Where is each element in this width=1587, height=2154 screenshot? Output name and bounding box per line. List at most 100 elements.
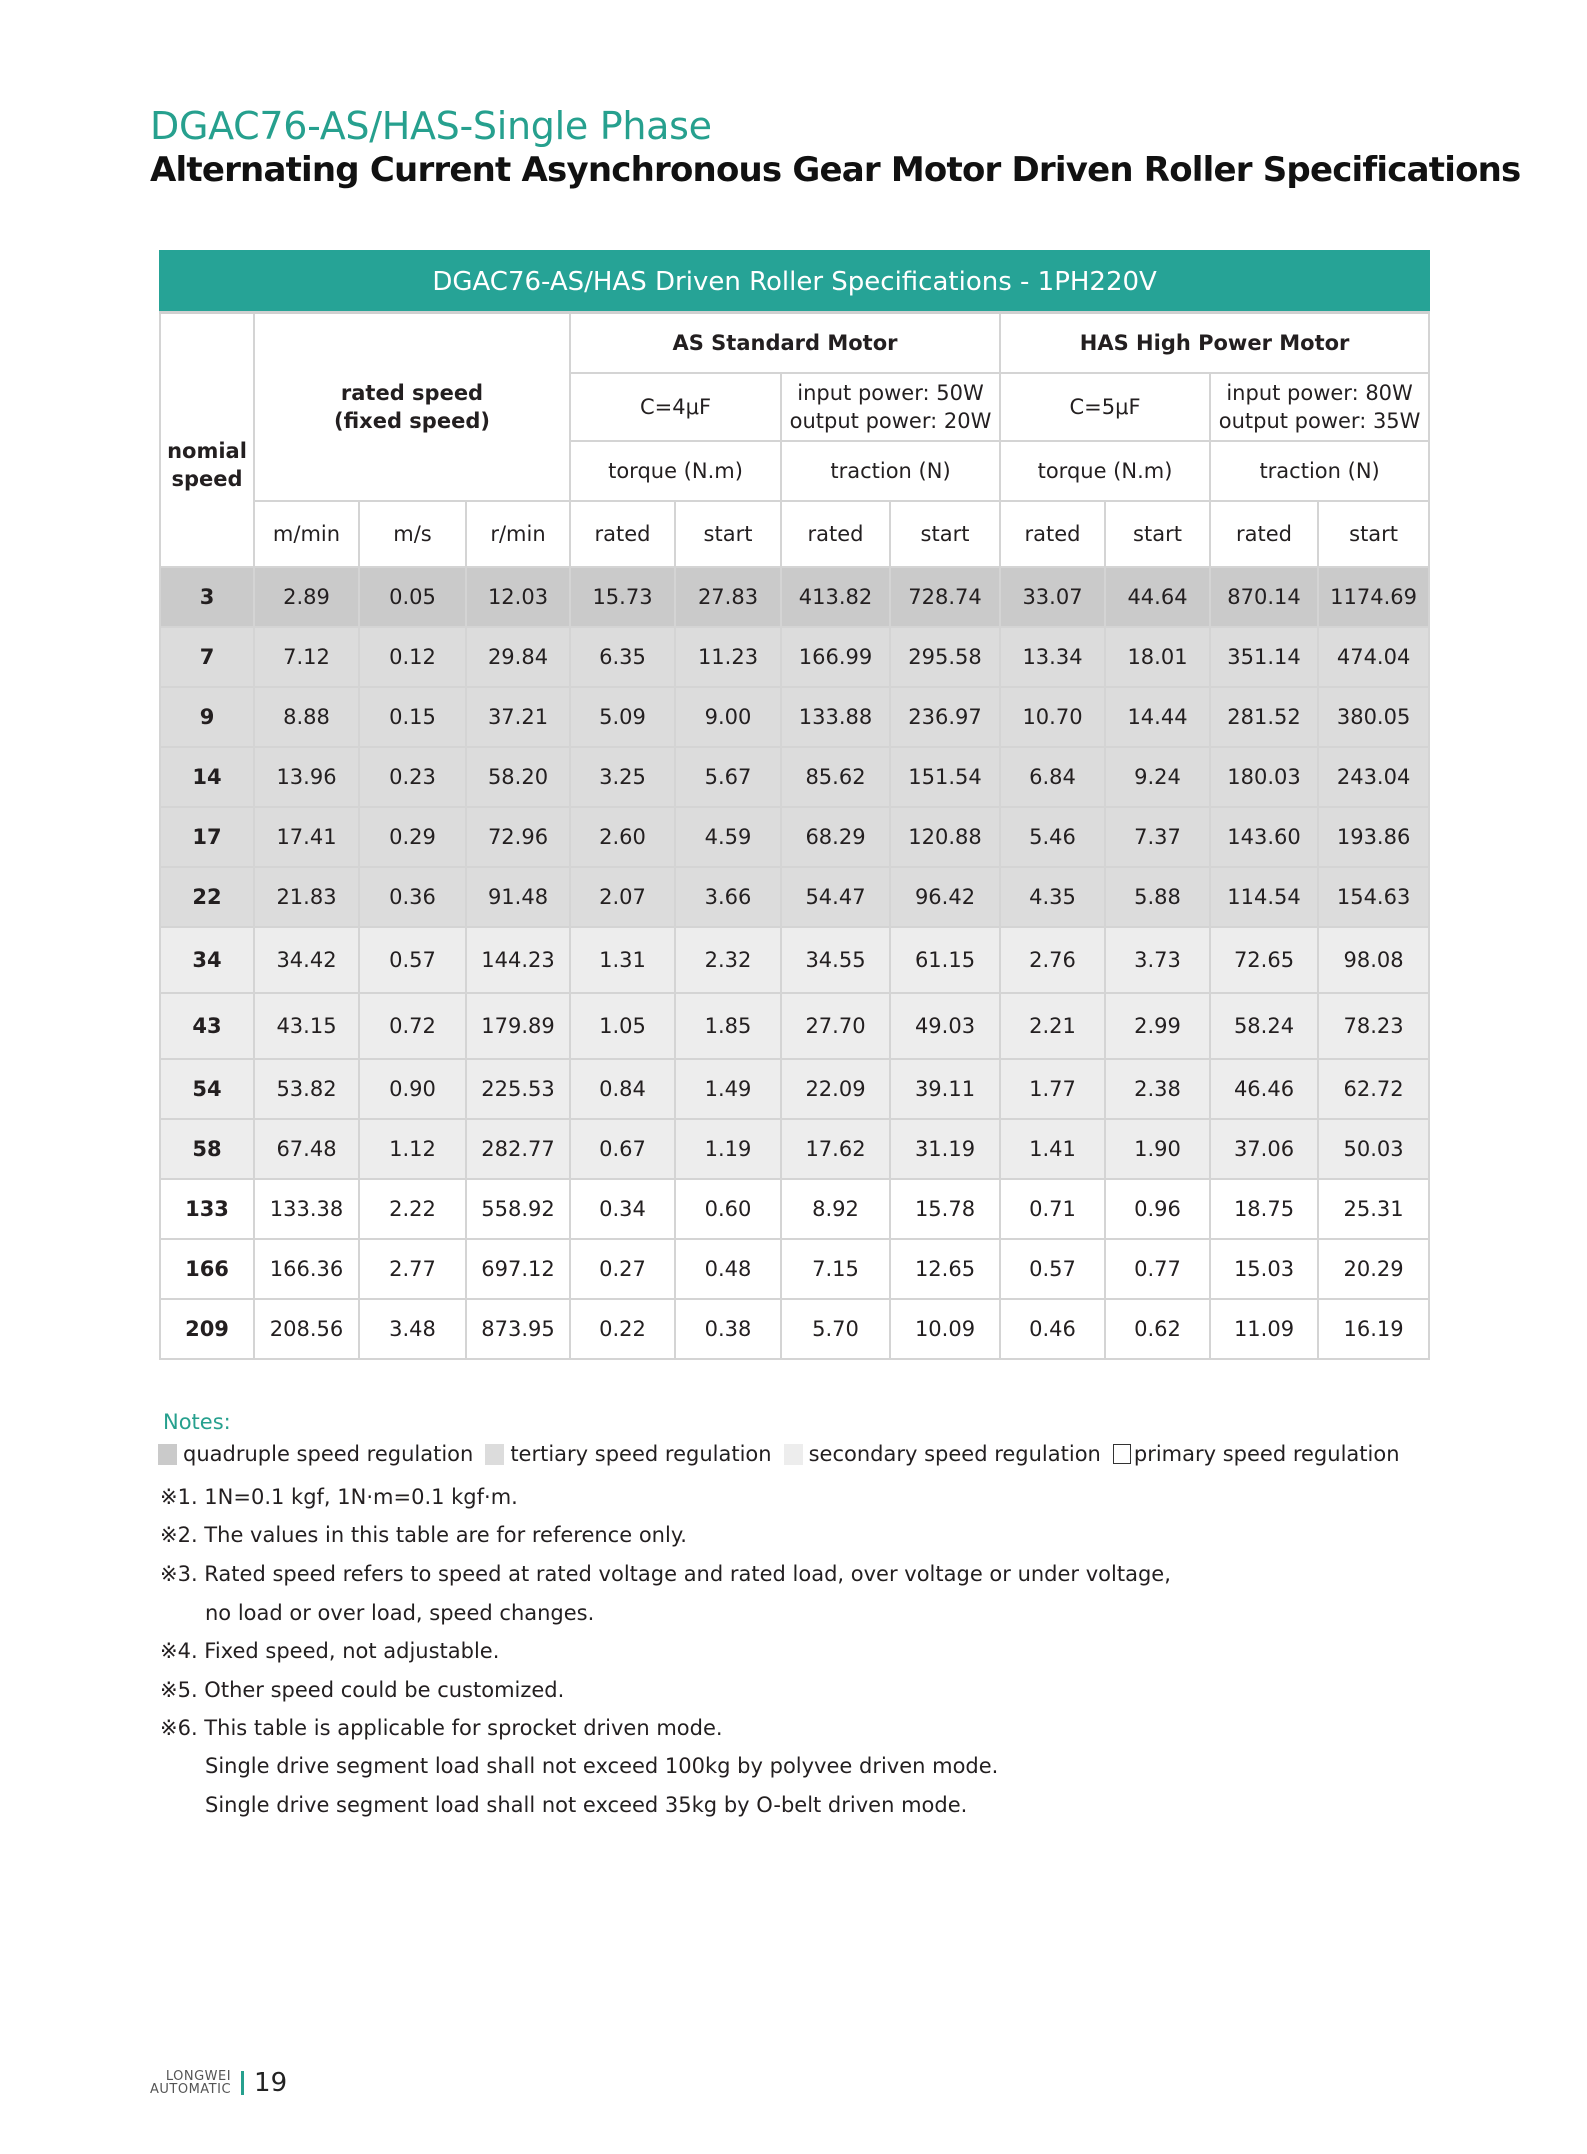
table-cell: 25.31 bbox=[1316, 1178, 1431, 1240]
table-cell: 4.35 bbox=[999, 866, 1106, 928]
table-cell: 0.27 bbox=[569, 1238, 676, 1300]
table-cell: 5.88 bbox=[1104, 866, 1211, 928]
table-cell: 12.65 bbox=[889, 1238, 1001, 1300]
nominal-speed-cell: 58 bbox=[159, 1118, 255, 1180]
page-title: DGAC76-AS/HAS-Single Phase bbox=[150, 104, 712, 148]
table-cell: 10.70 bbox=[999, 686, 1106, 748]
table-cell: 558.92 bbox=[465, 1178, 571, 1240]
brand-line1: LONGWEI bbox=[165, 2069, 232, 2084]
table-cell: 7.37 bbox=[1104, 806, 1211, 868]
header-nominal-speed-label: nomial speed bbox=[167, 439, 247, 491]
page-subtitle: Alternating Current Asynchronous Gear Mo… bbox=[150, 150, 1521, 190]
table-cell: 15.73 bbox=[569, 566, 676, 628]
table-cell: 11.09 bbox=[1209, 1298, 1319, 1360]
table-cell: 5.09 bbox=[569, 686, 676, 748]
note-4: ※4. Fixed speed, not adjustable. bbox=[160, 1639, 500, 1663]
legend-label: primary speed regulation bbox=[1133, 1442, 1400, 1466]
header-as-traction: traction (N) bbox=[780, 440, 1001, 502]
table-cell: 0.29 bbox=[358, 806, 467, 868]
table-cell: 7.15 bbox=[780, 1238, 891, 1300]
table-cell: 0.60 bbox=[674, 1178, 782, 1240]
table-cell: 9.00 bbox=[674, 686, 782, 748]
legend-swatch bbox=[783, 1443, 803, 1465]
table-cell: 0.96 bbox=[1104, 1178, 1211, 1240]
table-cell: 0.46 bbox=[999, 1298, 1106, 1360]
legend-swatch bbox=[158, 1443, 177, 1465]
table-cell: 0.77 bbox=[1104, 1238, 1211, 1300]
nominal-speed-cell: 166 bbox=[159, 1238, 255, 1300]
table-cell: 29.84 bbox=[465, 626, 571, 688]
header-has-motor: HAS High Power Motor bbox=[998, 311, 1431, 374]
table-cell: 6.84 bbox=[999, 746, 1106, 808]
table-cell: 37.06 bbox=[1209, 1118, 1319, 1180]
legend-swatch bbox=[485, 1443, 505, 1465]
table-cell: 133.38 bbox=[253, 1178, 360, 1240]
legend: quadruple speed regulation tertiary spee… bbox=[158, 1442, 1412, 1466]
table-cell: 50.03 bbox=[1316, 1118, 1431, 1180]
nominal-speed-cell: 7 bbox=[159, 626, 255, 688]
has-input-power: input power: 80W bbox=[1226, 381, 1413, 405]
table-cell: 2.89 bbox=[253, 566, 360, 628]
table-cell: 4.59 bbox=[674, 806, 782, 868]
table-cell: 11.23 bbox=[674, 626, 782, 688]
table-row: 54 53.82 0.90 225.53 0.84 1.49 22.09 39.11 1.77 2… bbox=[159, 1058, 1431, 1120]
legend-label: secondary speed regulation bbox=[808, 1442, 1101, 1466]
table-cell: 27.70 bbox=[780, 992, 891, 1060]
nominal-speed-cell: 3 bbox=[159, 566, 255, 628]
table-cell: 0.22 bbox=[569, 1298, 676, 1360]
note-2: ※2. The values in this table are for ref… bbox=[160, 1523, 687, 1547]
table-cell: 0.71 bbox=[999, 1178, 1106, 1240]
table-cell: 17.41 bbox=[253, 806, 360, 868]
table-cell: 143.60 bbox=[1209, 806, 1319, 868]
table-caption: DGAC76-AS/HAS Driven Roller Specificatio… bbox=[158, 250, 1431, 314]
nominal-speed-cell: 17 bbox=[159, 806, 255, 868]
note-6: ※6. This table is applicable for sprocke… bbox=[160, 1716, 723, 1740]
header-has-power: input power: 80W output power: 35W bbox=[1208, 372, 1431, 442]
table-cell: 34.55 bbox=[780, 926, 891, 994]
table-cell: 1.90 bbox=[1104, 1118, 1211, 1180]
table-row: 58 67.48 1.12 282.77 0.67 1.19 17.62 31.19 1.41 1… bbox=[159, 1118, 1431, 1180]
table-cell: 120.88 bbox=[889, 806, 1001, 868]
header-has-traction: traction (N) bbox=[1208, 440, 1431, 502]
table-cell: 133.88 bbox=[780, 686, 891, 748]
table-cell: 0.15 bbox=[358, 686, 467, 748]
table-cell: 33.07 bbox=[999, 566, 1106, 628]
legend-item-primary: primary speed regulation bbox=[1112, 1442, 1400, 1466]
table-row: 43 43.15 0.72 179.89 1.05 1.85 27.70 49.03 2.21 2… bbox=[159, 992, 1431, 1060]
table-cell: 31.19 bbox=[889, 1118, 1001, 1180]
notes-title: Notes: bbox=[163, 1410, 231, 1434]
table-cell: 697.12 bbox=[465, 1238, 571, 1300]
table-cell: 295.58 bbox=[889, 626, 1001, 688]
table-cell: 58.20 bbox=[465, 746, 571, 808]
table-cell: 27.83 bbox=[674, 566, 782, 628]
table-cell: 96.42 bbox=[889, 866, 1001, 928]
table-cell: 282.77 bbox=[465, 1118, 571, 1180]
header-has-capacitor: C=5μF bbox=[999, 372, 1211, 442]
table-cell: 58.24 bbox=[1209, 992, 1319, 1060]
table-cell: 5.46 bbox=[999, 806, 1106, 868]
table-cell: 154.63 bbox=[1316, 866, 1431, 928]
table-cell: 2.77 bbox=[358, 1238, 467, 1300]
table-row: 17 17.41 0.29 72.96 2.60 4.59 68.29 120.88 5.46 7… bbox=[159, 806, 1431, 868]
table-cell: 728.74 bbox=[889, 566, 1001, 628]
nominal-speed-cell: 43 bbox=[159, 992, 255, 1060]
table-cell: 10.09 bbox=[889, 1298, 1001, 1360]
header-rated: rated bbox=[780, 500, 891, 568]
table-cell: 0.48 bbox=[674, 1238, 782, 1300]
table-cell: 8.92 bbox=[780, 1178, 891, 1240]
table-cell: 281.52 bbox=[1209, 686, 1319, 748]
legend-swatch bbox=[1112, 1444, 1131, 1464]
table-cell: 1.12 bbox=[358, 1118, 467, 1180]
table-cell: 2.99 bbox=[1104, 992, 1211, 1060]
table-cell: 1.05 bbox=[569, 992, 676, 1060]
header-start: start bbox=[674, 500, 782, 568]
table-cell: 1174.69 bbox=[1316, 566, 1431, 628]
table-cell: 5.67 bbox=[674, 746, 782, 808]
nominal-speed-cell: 54 bbox=[159, 1058, 255, 1120]
table-cell: 114.54 bbox=[1209, 866, 1319, 928]
table-cell: 1.85 bbox=[674, 992, 782, 1060]
table-cell: 1.19 bbox=[674, 1118, 782, 1180]
table-cell: 179.89 bbox=[465, 992, 571, 1060]
table-cell: 0.36 bbox=[358, 866, 467, 928]
header-rated-speed-line2: (fixed speed) bbox=[334, 409, 490, 433]
